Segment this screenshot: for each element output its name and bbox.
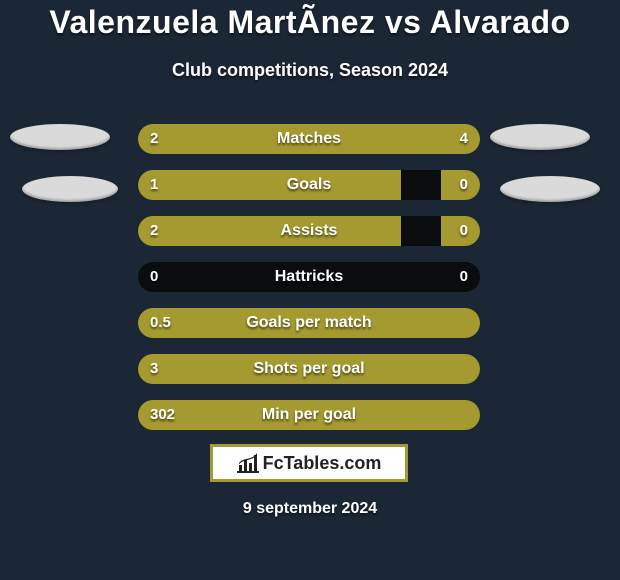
stat-fill-left [138,354,480,384]
subtitle: Club competitions, Season 2024 [0,60,620,81]
left-badge-1 [10,124,110,150]
comparison-infographic: Valenzuela MartÃnez vs Alvarado Club com… [0,0,620,580]
player2-name: Alvarado [430,4,571,40]
stat-row: Hattricks00 [138,262,480,292]
page-title: Valenzuela MartÃnez vs Alvarado [0,4,620,41]
stat-fill-left [138,400,480,430]
stat-track [138,216,480,246]
stat-row: Goals10 [138,170,480,200]
bar-chart-icon [237,453,259,473]
right-badge-2 [500,176,600,202]
stat-row: Min per goal302 [138,400,480,430]
stat-fill-right [252,124,480,154]
stat-row: Matches24 [138,124,480,154]
stat-fill-right [441,216,480,246]
footer-branding: FcTables.com [237,453,382,474]
stat-row: Shots per goal3 [138,354,480,384]
stat-fill-left [138,124,252,154]
stat-track [138,354,480,384]
right-badge-1 [490,124,590,150]
stat-track [138,124,480,154]
vs-text: vs [385,4,422,40]
footer-label: FcTables.com [263,453,382,474]
stat-fill-left [138,308,480,338]
stat-row: Goals per match0.5 [138,308,480,338]
stat-track [138,262,480,292]
stat-row: Assists20 [138,216,480,246]
stat-track [138,308,480,338]
footer-date: 9 september 2024 [0,500,620,518]
footer-branding-box: FcTables.com [210,444,408,482]
stat-fill-left [138,216,401,246]
stat-track [138,170,480,200]
player1-name: Valenzuela MartÃnez [49,4,375,40]
stat-fill-left [138,170,401,200]
left-badge-2 [22,176,118,202]
stat-track [138,400,480,430]
stat-fill-right [441,170,480,200]
